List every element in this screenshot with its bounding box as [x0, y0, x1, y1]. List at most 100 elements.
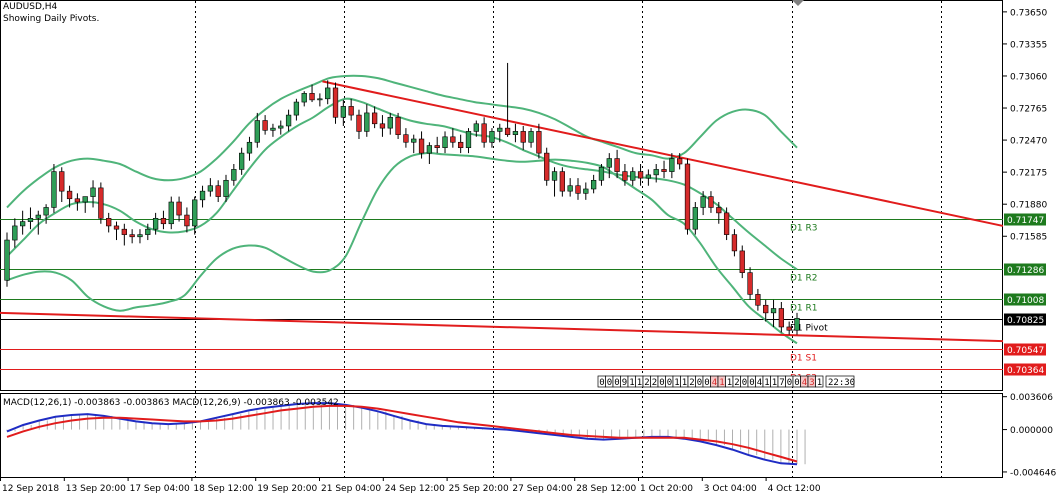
bear-candle [559, 171, 565, 192]
bull-candle [137, 234, 143, 238]
countdown-digit: 0 [607, 378, 612, 388]
bull-candle [692, 207, 698, 230]
bear-candle [778, 308, 785, 328]
bull-candle [325, 87, 331, 100]
time-tick-label: 25 Sep 20:00 [449, 484, 509, 494]
pivot-price-tag-label: 0.70547 [1007, 346, 1044, 356]
bear-candle [121, 228, 127, 235]
bull-candle [278, 125, 284, 129]
bear-candle [504, 127, 511, 135]
macd-indicator [6, 402, 806, 466]
bear-candle [481, 123, 487, 143]
countdown-digit: 2 [734, 378, 739, 388]
bull-candle [168, 201, 174, 225]
bull-candle [317, 98, 323, 101]
price-axis: 0.73650 0.73355 0.73060 0.72765 0.72470 0.721… [1003, 8, 1047, 243]
bear-candle [395, 116, 401, 135]
price-tick-label: 0.73650 [1010, 8, 1047, 18]
bear-candle [371, 112, 378, 125]
bollinger-middle-band [6, 97, 798, 271]
bear-candle [74, 198, 81, 203]
countdown-digit: 0 [659, 378, 664, 388]
bear-candle [684, 163, 691, 230]
bear-candle [450, 136, 456, 143]
time-tick-label: 13 Sep 20:00 [66, 484, 126, 494]
countdown-digit: 0 [794, 378, 799, 388]
bear-candle [160, 218, 167, 225]
bollinger-upper-band [6, 74, 798, 209]
bull-candle [426, 145, 433, 154]
time-tick-label: 1 Oct 20:00 [640, 484, 693, 494]
bear-candle [98, 187, 104, 219]
bear-candle [637, 171, 644, 179]
countdown-digit: 9 [622, 378, 627, 388]
price-panel-frame [0, 0, 1003, 391]
bull-candle [90, 187, 96, 197]
price-tick-label: 0.72470 [1010, 137, 1047, 147]
bear-candle [708, 196, 714, 208]
bear-candle [129, 234, 135, 238]
countdown-digit: 1 [674, 378, 679, 388]
bull-candle [199, 190, 206, 201]
bull-candle [293, 101, 300, 116]
bull-candle [630, 171, 636, 181]
signal-line [6, 404, 798, 463]
bear-candle [747, 272, 753, 295]
pivot-label: D1 S1 [790, 354, 817, 364]
chart-shift-marker-icon[interactable] [792, 0, 804, 6]
bear-candle [723, 212, 730, 235]
bear-candle [184, 214, 190, 227]
bear-candle [622, 171, 628, 181]
pivot-price-tag-label: 0.70825 [1007, 316, 1044, 326]
pivot-price-tag-label: 0.70364 [1007, 366, 1044, 376]
bull-candle [583, 188, 589, 194]
countdown-digit: 1 [772, 378, 777, 388]
bear-candle [458, 141, 464, 148]
bear-candle [176, 201, 182, 216]
countdown-time: 22:30 [828, 378, 855, 388]
countdown-digit: 1 [764, 378, 769, 388]
bear-candle [348, 106, 354, 116]
macd-tick-label: 0.000000 [1010, 426, 1053, 436]
countdown-digit: 1 [727, 378, 732, 388]
countdown-digit: 1 [682, 378, 687, 388]
bear-candle [786, 326, 792, 331]
pivot-price-tag-label: 0.71008 [1007, 296, 1044, 306]
countdown-digit: 0 [742, 378, 747, 388]
countdown-digit: 7 [779, 378, 784, 388]
bull-candle [152, 218, 159, 230]
bear-candle [716, 207, 722, 214]
bull-candle [411, 138, 417, 143]
bear-candle [106, 218, 112, 227]
pivot-price-tag [1004, 263, 1046, 276]
bear-candle [66, 190, 73, 200]
bull-candle [489, 131, 495, 143]
bear-candle [677, 158, 683, 165]
bull-candle [51, 171, 57, 208]
bear-candle [763, 304, 769, 314]
pivot-price-tag [1004, 313, 1046, 326]
countdown-digit: 1 [817, 378, 822, 388]
countdown-digit: 1 [637, 378, 642, 388]
countdown-digit: 0 [599, 378, 604, 388]
time-tick-label: 24 Sep 12:00 [385, 484, 445, 494]
bear-candle [544, 152, 550, 181]
bull-candle [528, 131, 534, 143]
bull-candle [192, 199, 198, 227]
bear-candle [356, 114, 362, 132]
bull-candle [590, 179, 597, 190]
pivot-label: D1 R1 [790, 304, 818, 314]
bull-candle [231, 169, 237, 181]
price-tick-label: 0.71880 [1010, 201, 1047, 211]
bull-candle [12, 225, 18, 241]
bear-candle [403, 134, 409, 143]
countdown-digit: 0 [667, 378, 672, 388]
countdown-strip: 0 0 0 9 1 1 2 2 0 0 1 1 2 0 0 4 1 1 2 0 0 4 1 1 7 0 0 4 3 1 22:30 [597, 375, 855, 388]
price-tick-label: 0.72765 [1010, 105, 1047, 115]
bull-candle [770, 308, 777, 314]
bear-candle [739, 250, 745, 273]
bull-candle [606, 158, 612, 168]
bear-candle [520, 131, 526, 143]
